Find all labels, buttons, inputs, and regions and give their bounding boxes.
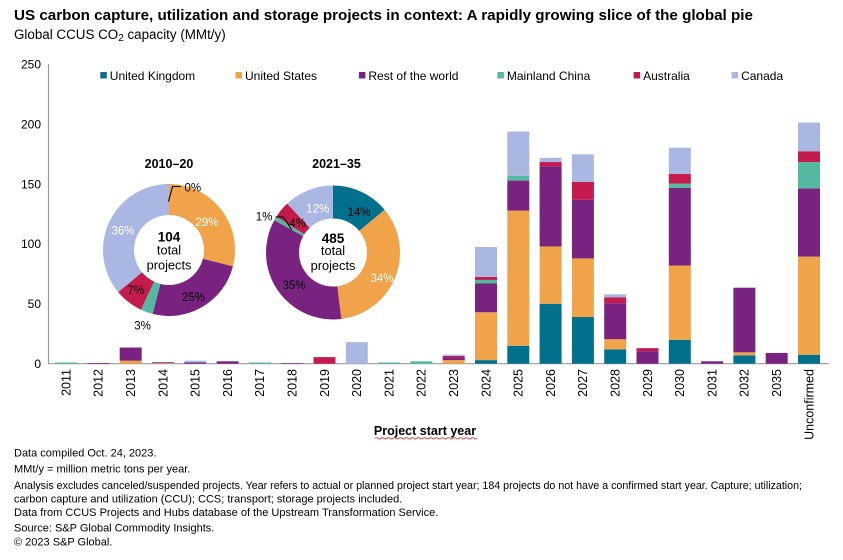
- svg-text:© 2023 S&P Global.: © 2023 S&P Global.: [14, 537, 112, 549]
- svg-text:Project start year: Project start year: [374, 424, 476, 438]
- svg-text:36%: 36%: [111, 226, 134, 238]
- svg-text:MMt/y = million metric tons pe: MMt/y = million metric tons per year.: [14, 464, 190, 476]
- svg-text:4%: 4%: [289, 218, 306, 230]
- svg-text:0: 0: [34, 357, 41, 371]
- svg-text:2035: 2035: [770, 369, 784, 397]
- svg-text:1%: 1%: [256, 212, 273, 224]
- svg-text:250: 250: [21, 58, 41, 72]
- svg-text:2015: 2015: [189, 369, 203, 397]
- svg-text:Unconfirmed: Unconfirmed: [802, 369, 816, 440]
- svg-text:2019: 2019: [318, 369, 332, 397]
- svg-text:2012: 2012: [92, 369, 106, 397]
- svg-text:7%: 7%: [127, 285, 144, 297]
- svg-text:104: 104: [158, 230, 181, 245]
- svg-text:14%: 14%: [347, 207, 370, 219]
- svg-text:projects: projects: [147, 258, 192, 273]
- svg-text:2016: 2016: [221, 369, 235, 397]
- svg-text:3%: 3%: [134, 321, 151, 333]
- svg-text:Mainland China: Mainland China: [507, 69, 591, 83]
- svg-text:0%: 0%: [185, 183, 202, 195]
- svg-text:Analysis excludes canceled/sus: Analysis excludes canceled/suspended pro…: [14, 480, 802, 492]
- svg-text:Source: S&P Global Commodity I: Source: S&P Global Commodity Insights.: [14, 523, 214, 535]
- svg-text:2032: 2032: [738, 369, 752, 397]
- svg-text:2010–20: 2010–20: [145, 157, 194, 171]
- svg-text:2018: 2018: [286, 369, 300, 397]
- svg-text:2021: 2021: [382, 369, 396, 397]
- svg-text:200: 200: [21, 118, 41, 132]
- svg-text:2021–35: 2021–35: [312, 157, 361, 171]
- svg-text:2017: 2017: [253, 369, 267, 397]
- svg-text:carbon capture and utilization: carbon capture and utilization (CCU); CC…: [14, 494, 402, 506]
- svg-text:Data from CCUS Projects and Hu: Data from CCUS Projects and Hubs databas…: [14, 507, 438, 519]
- svg-text:Data compiled Oct. 24, 2023.: Data compiled Oct. 24, 2023.: [14, 448, 156, 460]
- svg-text:485: 485: [322, 231, 345, 246]
- svg-text:2029: 2029: [641, 369, 655, 397]
- svg-text:35%: 35%: [282, 280, 305, 292]
- svg-text:Rest of the world: Rest of the world: [368, 69, 458, 83]
- svg-text:2011: 2011: [59, 369, 73, 396]
- svg-text:total: total: [321, 243, 345, 258]
- svg-text:2023: 2023: [447, 369, 461, 397]
- svg-text:2030: 2030: [673, 369, 687, 397]
- svg-text:United States: United States: [245, 69, 317, 83]
- svg-text:2031: 2031: [705, 369, 719, 397]
- svg-text:2024: 2024: [479, 369, 493, 397]
- svg-text:150: 150: [21, 177, 41, 191]
- svg-text:United Kingdom: United Kingdom: [110, 69, 195, 83]
- svg-text:2028: 2028: [609, 369, 623, 397]
- svg-text:2014: 2014: [156, 369, 170, 397]
- svg-text:2026: 2026: [544, 369, 558, 397]
- svg-text:2020: 2020: [350, 369, 364, 397]
- svg-text:25%: 25%: [182, 292, 205, 304]
- svg-text:Canada: Canada: [741, 69, 783, 83]
- svg-text:2025: 2025: [512, 369, 526, 397]
- svg-text:2022: 2022: [415, 369, 429, 397]
- svg-text:2027: 2027: [576, 369, 590, 397]
- svg-text:100: 100: [21, 237, 41, 251]
- svg-text:12%: 12%: [306, 204, 329, 216]
- svg-text:34%: 34%: [370, 273, 393, 285]
- svg-text:Australia: Australia: [643, 69, 690, 83]
- svg-text:projects: projects: [311, 258, 356, 273]
- svg-text:total: total: [157, 243, 181, 258]
- svg-text:2013: 2013: [124, 369, 138, 397]
- svg-text:50: 50: [28, 297, 42, 311]
- svg-text:29%: 29%: [195, 217, 218, 229]
